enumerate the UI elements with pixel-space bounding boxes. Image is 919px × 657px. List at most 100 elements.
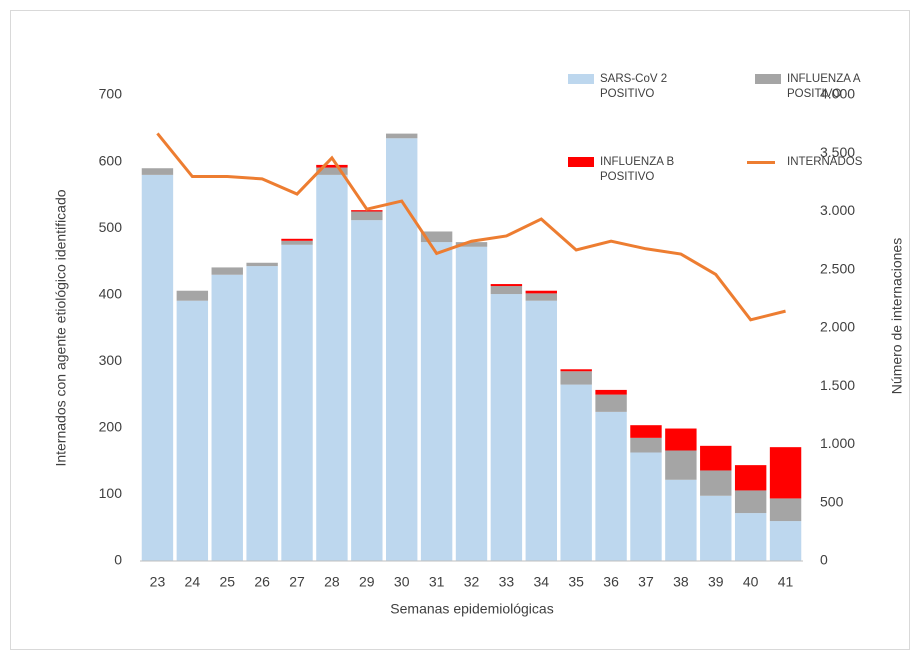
bar-segment <box>455 242 488 247</box>
bar-segment <box>734 465 767 491</box>
bar-segment <box>525 293 557 301</box>
bar-segment <box>734 490 767 514</box>
bar-segment <box>246 262 278 267</box>
bar-segment <box>560 371 592 385</box>
y2-tick-label: 500 <box>820 493 844 509</box>
line-series <box>156 132 786 322</box>
bar-segment <box>769 521 802 561</box>
y2-tick-label: 2.500 <box>820 260 855 276</box>
x-tick-label: 34 <box>534 574 550 590</box>
bar-segment <box>665 450 697 480</box>
y-tick-label: 0 <box>114 552 122 568</box>
x-tick-label: 40 <box>743 574 759 590</box>
x-tick-label: 28 <box>324 574 340 590</box>
bar-segment <box>595 389 627 395</box>
bar-segment <box>630 452 662 561</box>
y-tick-label: 600 <box>99 152 123 168</box>
legend-swatch <box>755 74 781 84</box>
bar-segment <box>281 240 313 245</box>
y-tick-label: 700 <box>99 86 123 102</box>
x-axis-title: Semanas epidemiológicas <box>390 601 553 617</box>
bar-segment <box>769 498 802 522</box>
legend-swatch <box>747 161 775 164</box>
bar-segment <box>665 428 697 451</box>
bar-segment <box>176 300 209 561</box>
y2-tick-label: 3.500 <box>820 144 855 160</box>
bar-segment <box>455 246 488 562</box>
y2-tick-label: 4.000 <box>820 86 855 102</box>
bar-segment <box>630 437 662 453</box>
bar-segment <box>700 470 732 496</box>
y2-tick-label: 1.000 <box>820 435 855 451</box>
legend-label: INFLUENZA B POSITIVO <box>600 156 675 183</box>
legend-label: INTERNADOS <box>787 156 863 168</box>
y2-tick-label: 3.000 <box>820 202 855 218</box>
y-tick-label: 300 <box>99 352 123 368</box>
bar-segment <box>316 167 348 175</box>
y2-axis-title: Número de internaciones <box>889 238 905 394</box>
bar-segment <box>525 300 557 561</box>
bar-segment <box>420 242 453 561</box>
bar-segment <box>316 174 348 561</box>
x-tick-label: 37 <box>638 574 654 590</box>
bar-segment <box>700 495 732 561</box>
x-tick-label: 29 <box>359 574 375 590</box>
bar-segment <box>246 266 278 561</box>
x-tick-label: 30 <box>394 574 410 590</box>
bar-segment <box>700 445 732 471</box>
bar-segment <box>560 384 592 561</box>
bar-segment <box>141 174 174 561</box>
legend-swatch <box>568 157 594 167</box>
legend-swatch <box>568 74 594 84</box>
bar-segment <box>141 168 174 175</box>
y2-tick-label: 0 <box>820 552 828 568</box>
bar-segment <box>595 411 627 561</box>
bar-segment <box>351 220 383 561</box>
bar-segment <box>665 479 697 561</box>
bar-segment <box>490 284 523 287</box>
x-tick-label: 39 <box>708 574 724 590</box>
bar-segment <box>351 210 383 212</box>
bar-segment <box>281 238 313 241</box>
bar-segment <box>490 286 523 295</box>
bar-segment <box>386 138 418 561</box>
legend-label: SARS-CoV 2 POSITIVO <box>600 73 668 100</box>
bar-segment <box>490 294 523 561</box>
y-tick-label: 200 <box>99 419 123 435</box>
x-tick-label: 27 <box>289 574 305 590</box>
bar-segment <box>281 244 313 562</box>
x-tick-label: 36 <box>603 574 619 590</box>
x-tick-label: 24 <box>185 574 201 590</box>
x-tick-label: 23 <box>150 574 166 590</box>
y-tick-label: 500 <box>99 219 123 235</box>
bar-segment <box>211 274 243 561</box>
y-tick-label: 400 <box>99 285 123 301</box>
bar-segment <box>560 369 592 372</box>
bar-segment <box>351 211 383 221</box>
bar-segment <box>769 447 802 499</box>
legend-label: INFLUENZA A POSITIVO <box>787 73 860 100</box>
bar-segment <box>420 231 453 243</box>
bar-segment <box>176 290 209 301</box>
y-axis-title: Internados con agente etiológico identif… <box>53 189 69 466</box>
x-tick-label: 41 <box>778 574 794 590</box>
x-tick-label: 38 <box>673 574 689 590</box>
x-tick-label: 26 <box>254 574 270 590</box>
bar-segment <box>734 513 767 561</box>
x-tick-label: 35 <box>568 574 584 590</box>
bar-segment <box>595 394 627 412</box>
bar-segment <box>316 164 348 168</box>
bar-segment <box>386 133 418 139</box>
x-tick-label: 25 <box>219 574 235 590</box>
y2-tick-label: 2.000 <box>820 319 855 335</box>
bar-segment <box>630 425 662 438</box>
x-tick-label: 33 <box>499 574 515 590</box>
x-tick-label: 31 <box>429 574 445 590</box>
bar-segment <box>525 290 557 294</box>
y2-tick-label: 1.500 <box>820 377 855 393</box>
x-tick-label: 32 <box>464 574 480 590</box>
bar-segment <box>211 267 243 275</box>
y-tick-label: 100 <box>99 485 123 501</box>
